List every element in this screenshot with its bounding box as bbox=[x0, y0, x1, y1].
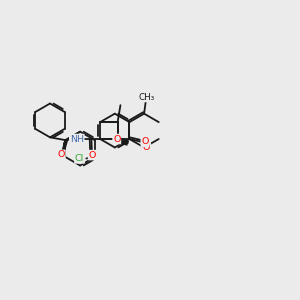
Text: O: O bbox=[113, 134, 120, 143]
Text: O: O bbox=[58, 150, 65, 159]
Text: O: O bbox=[143, 143, 150, 152]
Text: NH: NH bbox=[70, 134, 84, 143]
Text: O: O bbox=[88, 151, 96, 160]
Text: O: O bbox=[141, 137, 148, 146]
Text: CH₃: CH₃ bbox=[138, 92, 154, 101]
Text: Cl: Cl bbox=[75, 154, 84, 163]
